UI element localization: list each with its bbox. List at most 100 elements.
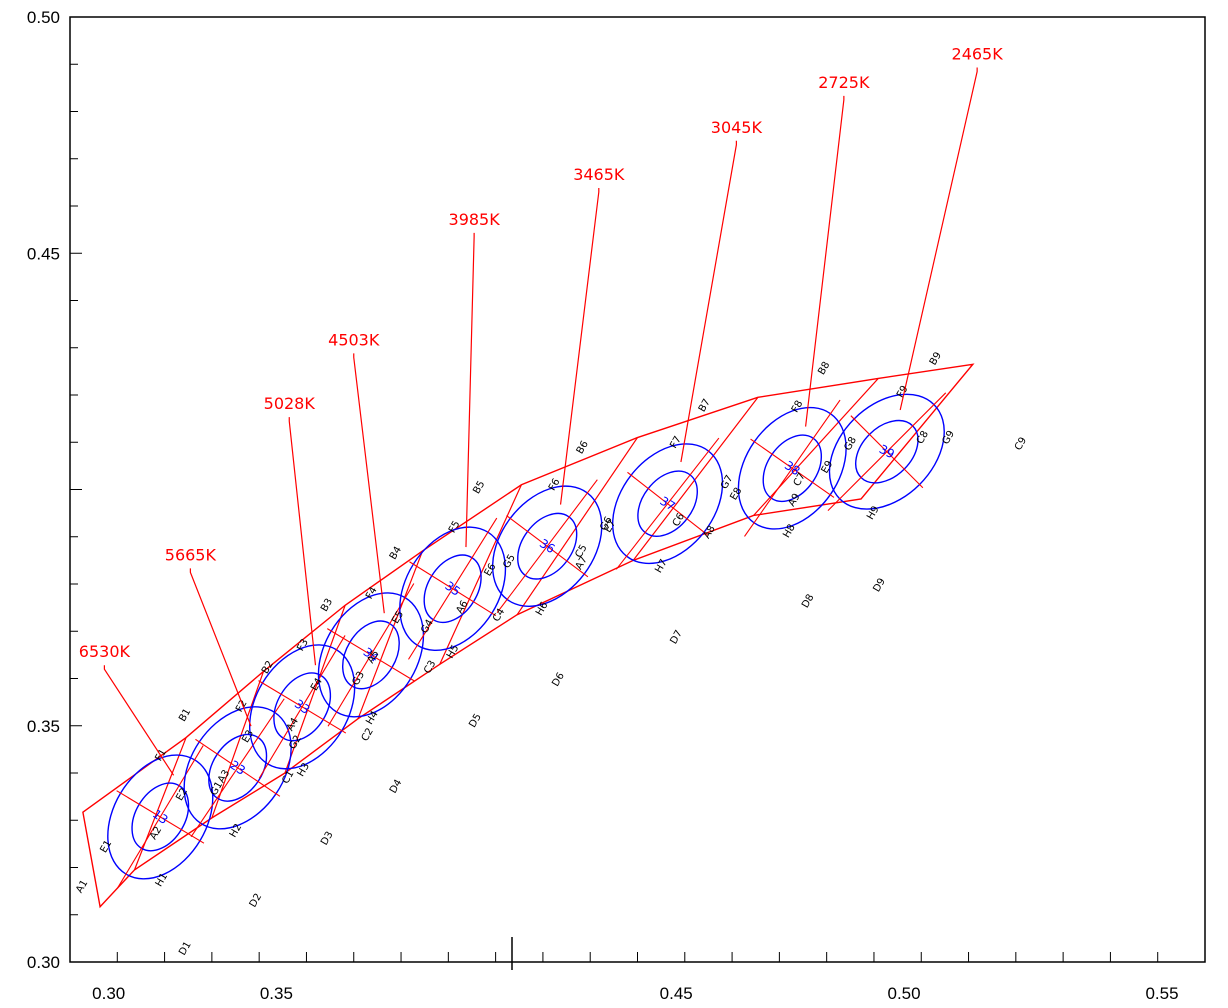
bin-label: B7 xyxy=(697,397,713,414)
ellipse-divider xyxy=(627,471,709,536)
ellipse-divider xyxy=(258,680,347,734)
ellipse-divider xyxy=(506,515,589,578)
bin-label: F7 xyxy=(668,434,684,450)
bin-label: E7 xyxy=(603,518,619,534)
bin-label: C2 xyxy=(360,726,376,743)
ellipse-id-label: 37 xyxy=(657,494,677,514)
cct-label: 2725K xyxy=(818,73,870,92)
bin-outline xyxy=(82,363,975,909)
bin-label: H4 xyxy=(364,709,380,727)
ellipse-divider xyxy=(409,561,497,617)
ellipse-divider xyxy=(116,790,205,844)
bin-label: D6 xyxy=(550,671,567,689)
cct-label: 3045K xyxy=(711,118,763,137)
ellipse-id-label: 35 xyxy=(442,579,463,599)
bin-label: E5 xyxy=(390,609,406,625)
bin-label: C9 xyxy=(1013,435,1029,452)
ellipse-group-38 xyxy=(737,399,847,537)
ellipse-id-label: 33 xyxy=(292,697,313,717)
bin-label: D5 xyxy=(467,712,484,730)
x-tick-label: 0.45 xyxy=(660,984,693,1003)
bin-label: D3 xyxy=(319,830,336,848)
bin-label: D8 xyxy=(800,592,817,610)
x-tick-label: 0.30 xyxy=(92,984,125,1003)
cct-leader xyxy=(805,95,845,427)
bin-label: H8 xyxy=(781,522,797,540)
bin-label: E9 xyxy=(820,459,836,475)
cct-label: 5665K xyxy=(165,545,217,564)
ellipse-divider xyxy=(850,415,924,489)
cct-leader xyxy=(103,665,175,776)
plot-frame xyxy=(69,16,1206,963)
cct-leader xyxy=(288,417,317,666)
ansi-bin-boundaries xyxy=(82,363,975,909)
bin-label: B1 xyxy=(177,707,193,724)
bin-label: D4 xyxy=(388,778,405,796)
bin-label: F3 xyxy=(295,637,311,653)
labels: A1B1C1D1E1F1G1H16530KA2B2C2D2E2F2G2H2566… xyxy=(74,45,1029,958)
bin-label: E3 xyxy=(240,728,256,744)
cct-label: 4503K xyxy=(328,330,380,349)
cct-leader xyxy=(189,568,252,727)
bin-label: B8 xyxy=(816,360,832,377)
cct-label: 3985K xyxy=(449,210,501,229)
ellipse-id-label: 13 xyxy=(150,807,171,827)
ellipse-group-13 xyxy=(107,745,214,889)
bin-label: E8 xyxy=(729,486,745,502)
bin-label: D1 xyxy=(177,940,194,958)
bin-label: B9 xyxy=(928,350,944,367)
ellipse-group-36 xyxy=(491,479,603,614)
bin-divider xyxy=(357,550,424,719)
bin-label: F6 xyxy=(547,477,563,493)
bin-label: H5 xyxy=(445,643,461,661)
ellipse-divider xyxy=(195,738,281,797)
ellipse-group-35 xyxy=(399,517,507,660)
bin-label: F9 xyxy=(895,384,911,400)
cct-label: 3465K xyxy=(573,165,625,184)
y-tick-label: 0.50 xyxy=(27,8,60,27)
bin-label: F2 xyxy=(234,698,250,714)
ellipse-group-33 xyxy=(248,635,356,779)
y-tick-label: 0.45 xyxy=(27,244,60,263)
axes: 0.30 0.35 0.45 0.50 0.30 0.35 0.45 0.50 0.55 xyxy=(27,8,1206,1003)
bin-label: D7 xyxy=(668,629,685,647)
y-tick-label: 0.35 xyxy=(27,717,60,736)
bin-label: C6 xyxy=(671,512,687,529)
bin-label: H9 xyxy=(865,504,881,522)
ellipse-id-label: 38 xyxy=(782,458,802,478)
x-tick-label: 0.55 xyxy=(1145,984,1178,1003)
bin-label: B5 xyxy=(471,479,487,496)
y-tick-label: 0.30 xyxy=(27,953,60,972)
bin-label: D2 xyxy=(248,892,265,910)
bin-label: B4 xyxy=(388,545,404,562)
bin-label: A8 xyxy=(702,524,718,541)
ellipse-group-34 xyxy=(317,583,425,727)
ellipse-group-37 xyxy=(611,437,724,570)
ellipse-id-label: 36 xyxy=(537,536,557,556)
bin-divider xyxy=(632,396,759,561)
bin-label: A1 xyxy=(74,878,90,895)
x-tick-label: 0.50 xyxy=(888,984,921,1003)
bin-label: E4 xyxy=(309,676,325,692)
ellipse-group-39 xyxy=(827,392,947,511)
bin-label: B6 xyxy=(575,439,591,456)
bin-label: F4 xyxy=(364,585,380,601)
ellipse-divider xyxy=(327,628,415,682)
bin-label: E1 xyxy=(98,838,114,854)
bin-label: F5 xyxy=(447,519,463,535)
cct-label: 2465K xyxy=(952,45,1004,64)
bin-label: H1 xyxy=(154,871,170,889)
cct-leader xyxy=(353,353,385,614)
cct-leader xyxy=(465,232,475,548)
cct-leader xyxy=(899,67,978,411)
bin-divider xyxy=(753,378,879,516)
x-tick-label: 0.35 xyxy=(260,984,293,1003)
bin-label: C3 xyxy=(422,659,438,676)
cct-label: 5028K xyxy=(264,394,316,413)
ellipse-id-label: 39 xyxy=(877,442,897,461)
ellipse-divider xyxy=(750,438,835,498)
bin-label: D9 xyxy=(871,577,888,595)
bin-divider xyxy=(133,737,187,871)
